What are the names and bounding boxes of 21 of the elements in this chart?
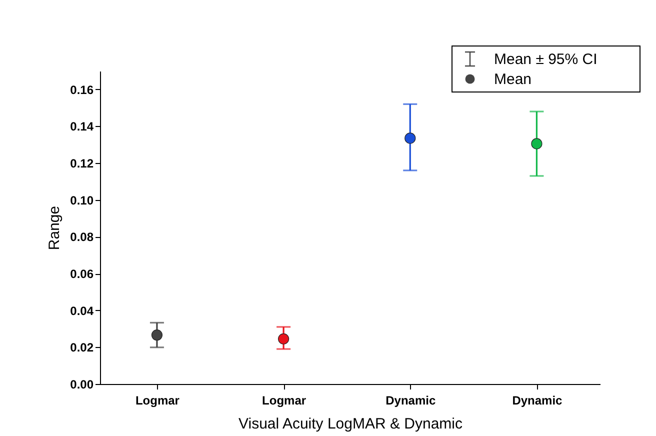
x-axis-title: Visual Acuity LogMAR & Dynamic bbox=[238, 416, 463, 432]
y-tick-label: 0.10 bbox=[70, 193, 94, 208]
x-tick-label: Logmar bbox=[135, 394, 180, 408]
point bbox=[278, 333, 290, 344]
legend-label: Mean bbox=[494, 71, 532, 88]
y-tick-label: 0.02 bbox=[70, 340, 94, 355]
text: Mean ± 95% CI bbox=[494, 51, 598, 68]
y-tick-label: 0.06 bbox=[70, 267, 94, 282]
point bbox=[151, 329, 163, 341]
y-tick-label: 0.14 bbox=[70, 120, 94, 134]
point bbox=[531, 138, 542, 150]
y-axis-title: Range bbox=[46, 206, 64, 250]
y-tick-label: 0.08 bbox=[70, 230, 94, 244]
x-tick-label: Dynamic bbox=[512, 394, 563, 408]
y-tick-label: 0.16 bbox=[70, 82, 94, 97]
y-tick-label: 0.12 bbox=[70, 156, 94, 171]
point bbox=[404, 132, 416, 144]
y-tick-label: 0.04 bbox=[70, 304, 94, 318]
x-tick-label: Dynamic bbox=[386, 394, 436, 408]
x-tick-label: Logmar bbox=[262, 394, 306, 408]
y-tick-label: 0.00 bbox=[70, 378, 94, 392]
